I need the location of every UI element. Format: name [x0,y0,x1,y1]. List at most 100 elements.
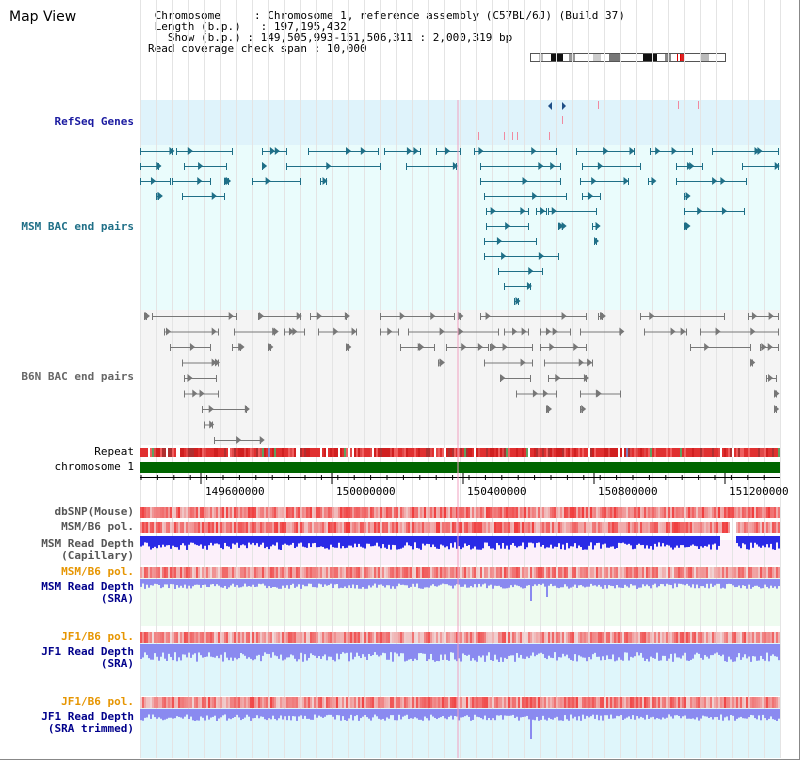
b6n-bac-pair-arrow-icon [228,312,234,320]
msm-b6-pol-cell [608,522,610,533]
repeat-block [272,448,274,457]
msm-sra-depth-bar [254,579,256,588]
jf1-b6-pol-cell [498,697,500,708]
repeat-block [422,448,424,457]
jf1-b6-pol-cell [150,632,152,643]
msm-b6-pol-cell [502,567,504,578]
msm-sra-depth-bar [182,579,184,588]
track-label-repeat[interactable]: Repeat [94,445,134,458]
msm-b6-pol-cell [142,522,144,533]
dbsnp-cell [764,507,766,518]
track-label-msm-bac[interactable]: MSM BAC end pairs [21,220,134,233]
msm-capillary-depth-bar [652,536,654,550]
chromosome-bar[interactable] [140,462,780,473]
msm-capillary-depth-bar [612,536,614,547]
b6n-bac-pair-arrow-icon [596,389,602,398]
msm-sra-depth-bar [426,579,428,588]
msm-b6-pol-cell [438,522,440,533]
repeat-track[interactable] [140,448,780,457]
track-label-jf1-depth-trimmed[interactable]: JF1 Read Depth [41,710,134,723]
dbsnp-cell [456,507,458,518]
jf1-trimmed-depth-bar [620,709,622,716]
repeat-block [390,448,392,457]
repeat-block [578,448,580,457]
read-depth-tracks[interactable] [140,536,780,739]
track-label-dbsnp[interactable]: dbSNP(Mouse) [54,505,134,518]
msm-sra-depth-bar [530,579,532,601]
b6n-bac-pair-arrow-icon [236,436,242,444]
msm-sra-depth-bar [488,579,490,586]
msm-capillary-depth-bar [158,536,160,546]
msm-b6-pol-cell [474,522,476,533]
repeat-block [308,448,310,457]
track-label-msm-b6-pol-1[interactable]: MSM/B6 pol. [61,520,134,533]
dbsnp-cell [668,507,670,518]
jf1-trimmed-depth-bar [390,709,392,716]
jf1-b6-pol-cell [706,632,708,643]
msm-b6-pol-cell [358,522,360,533]
repeat-block [180,448,182,457]
jf1-sra-depth-bar [510,644,512,656]
msm-sra-depth-bar [654,579,656,584]
jf1-b6-pol-cell [558,697,560,708]
jf1-b6-pol-cell [148,697,150,708]
track-label-msm-b6-pol-2[interactable]: MSM/B6 pol. [61,565,134,578]
jf1-sra-depth-bar [640,644,642,653]
msm-b6-pol-cell [444,522,446,533]
msm-capillary-depth-bar [642,536,644,545]
track-label-jf1-b6-pol-2[interactable]: JF1/B6 pol. [61,695,134,708]
msm-sra-depth-bar [444,579,446,585]
jf1-sra-depth-bar [736,644,738,658]
msm-bac-end-pairs-track[interactable] [140,147,780,305]
jf1-b6-pol-cell [196,697,198,708]
msm-capillary-depth-bar [342,536,344,547]
jf1-sra-depth-bar [414,644,416,659]
msm-bac-pair-end [176,148,177,155]
msm-b6-pol-cell [204,567,206,578]
msm-sra-depth-bar [622,579,624,589]
dbsnp-cell [610,507,612,518]
msm-capillary-depth-bar [534,536,536,548]
msm-b6-pol-cell [558,567,560,578]
msm-capillary-depth-bar [456,536,458,549]
msm-b6-pol-cell [186,522,188,533]
ideogram-position-marker[interactable] [677,54,681,61]
jf1-b6-pol-cell [426,697,428,708]
repeat-block [598,448,600,457]
polymorphism-tracks[interactable] [140,507,780,708]
jf1-sra-depth-bar [766,644,768,653]
msm-sra-depth-bar [492,579,494,589]
dbsnp-cell [388,507,390,518]
msm-sra-depth-bar [174,579,176,589]
jf1-sra-depth-bar [182,644,184,655]
jf1-b6-pol-cell [294,697,296,708]
msm-b6-pol-cell [272,567,274,578]
jf1-sra-depth-bar [708,644,710,659]
track-label-msm-depth-sra[interactable]: MSM Read Depth [41,580,134,593]
msm-sra-depth-bar [752,579,754,588]
b6n-bac-pair-arrow-icon [387,327,393,336]
b6n-bac-end-pairs-track[interactable] [144,312,780,444]
msm-capillary-depth-bar [372,536,374,547]
repeat-block [396,448,398,457]
repeat-block [492,448,494,457]
msm-b6-pol-cell [288,567,290,578]
track-label-chromosome[interactable]: chromosome 1 [54,460,134,473]
msm-capillary-depth-bar [290,536,292,545]
jf1-trimmed-depth-bar [234,709,236,717]
refseq-genes-track[interactable] [478,101,699,140]
msm-capillary-depth-bar [250,536,252,545]
msm-b6-pol-cell [546,522,548,533]
jf1-b6-pol-cell [214,697,216,708]
msm-b6-pol-cell [344,522,346,533]
track-label-msm-depth-capillary[interactable]: MSM Read Depth [41,537,134,550]
msm-capillary-depth-bar [224,536,226,543]
track-label-b6n-bac[interactable]: B6N BAC end pairs [21,370,134,383]
track-label-jf1-b6-pol-1[interactable]: JF1/B6 pol. [61,630,134,643]
jf1-b6-pol-cell [754,632,756,643]
track-label-jf1-depth-sra[interactable]: JF1 Read Depth [41,645,134,658]
jf1-b6-pol-cell [378,632,380,643]
dbsnp-cell [244,507,246,518]
msm-capillary-depth-bar [748,536,750,550]
track-label-refseq[interactable]: RefSeq Genes [54,115,134,128]
